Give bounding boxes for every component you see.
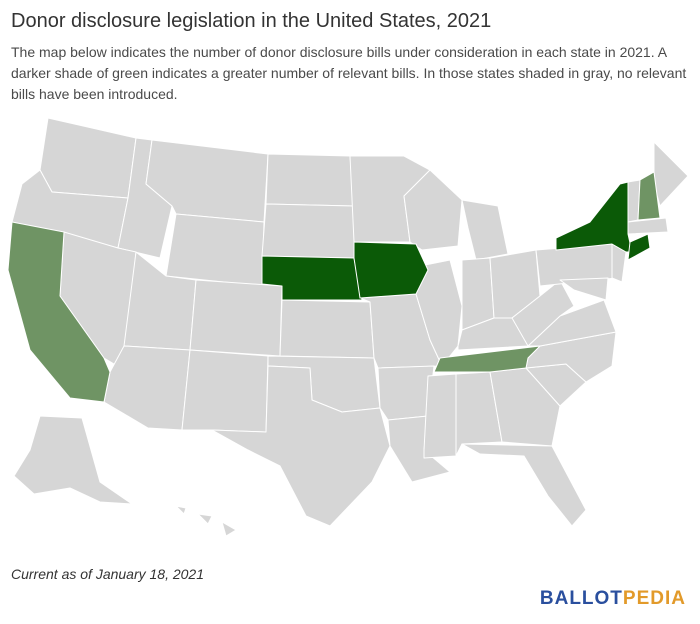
state-iowa	[353, 241, 429, 299]
footnote: Current as of January 18, 2021	[11, 566, 205, 582]
logo-part-ballot: BALLOT	[539, 588, 623, 609]
ballotpedia-logo[interactable]: BALLOTPEDIA	[540, 588, 686, 610]
state-kansas	[279, 299, 375, 359]
state-illinois	[415, 259, 463, 367]
state-arizona	[103, 345, 191, 431]
state-michigan	[461, 199, 509, 261]
state-new-hampshire	[637, 171, 661, 221]
state-new-york	[555, 181, 633, 253]
state-maine	[653, 141, 689, 207]
state-tennessee	[433, 345, 541, 373]
state-south-dakota	[261, 203, 355, 259]
state-wyoming	[165, 213, 265, 287]
state-connecticut	[627, 233, 651, 261]
state-new-mexico	[181, 349, 269, 433]
state-florida	[461, 443, 587, 527]
state-california	[7, 221, 111, 403]
logo-part-pedia: PEDIA	[622, 588, 686, 609]
state-hawaii	[175, 505, 237, 537]
state-maryland	[559, 277, 609, 301]
us-map	[7, 117, 689, 537]
state-colorado	[189, 279, 283, 357]
state-washington	[39, 117, 137, 199]
state-wisconsin	[403, 169, 463, 251]
state-indiana	[461, 257, 495, 331]
state-mississippi	[423, 373, 457, 459]
state-north-dakota	[265, 153, 355, 207]
map-subtitle: The map below indicates the number of do…	[11, 44, 687, 102]
map-title: Donor disclosure legislation in the Unit…	[11, 10, 492, 32]
state-texas	[211, 365, 391, 527]
state-alaska	[13, 415, 133, 505]
